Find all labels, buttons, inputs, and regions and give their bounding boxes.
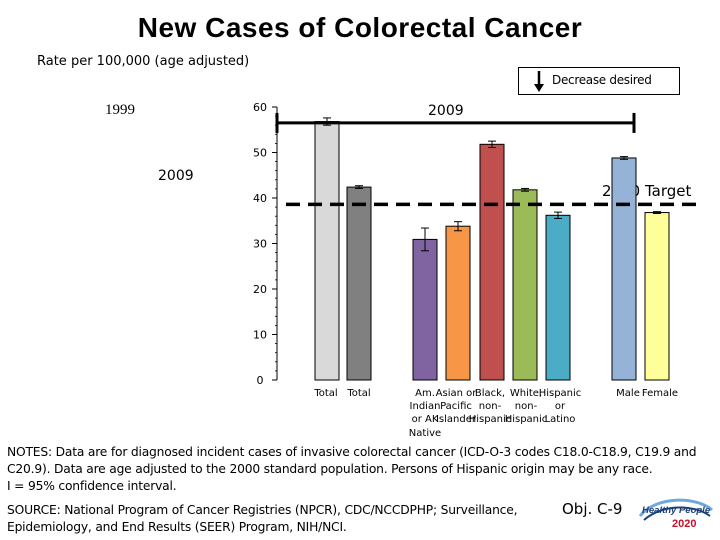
legend-text: Decrease desired: [552, 73, 652, 87]
chart-title: New Cases of Colorectal Cancer: [137, 12, 583, 43]
x-label-race: Black,: [475, 388, 505, 399]
x-label-race: Hispanic: [505, 414, 548, 425]
x-label-total-2009: Total: [346, 388, 370, 399]
label-1999: 1999: [105, 102, 135, 118]
legend-decrease-desired: Decrease desired: [518, 67, 680, 95]
healthy-people-logo: [638, 498, 713, 521]
y-tick-label: 20: [253, 283, 267, 296]
y-tick-label: 10: [253, 329, 267, 342]
x-label-race: Native: [409, 428, 441, 439]
y-tick-label: 0: [257, 374, 264, 387]
objective-label: Obj. C-9: [562, 500, 623, 518]
logo-year: 2020: [672, 518, 697, 530]
bar: [412, 238, 438, 381]
x-label-female: Female: [642, 388, 678, 399]
bar: [445, 225, 471, 381]
label-2009-side: 2009: [158, 168, 194, 184]
x-label-race: Hispanic: [469, 414, 512, 425]
bar-chart: 0 10 20 30 40 50 60 Total Total Am. Asian orBlack,…: [253, 101, 700, 439]
x-label-race: Am.: [415, 388, 435, 399]
y-tick-label: 50: [253, 147, 267, 160]
bar: [545, 214, 571, 381]
y-tick-label: 60: [253, 101, 267, 114]
bar: [314, 121, 340, 381]
notes: NOTES: Data are for diagnosed incident c…: [7, 444, 713, 495]
notes-text: NOTES: Data are for diagnosed incident c…: [7, 445, 697, 476]
x-label-race: White,: [510, 388, 542, 399]
x-label-race: Hispanic: [539, 388, 582, 399]
y-tick-label: 30: [253, 238, 267, 251]
bar: [479, 143, 505, 381]
y-tick-label: 40: [253, 192, 267, 205]
logo-text: Healthy People: [642, 505, 711, 516]
x-label-race: Asian or: [436, 388, 478, 399]
x-label-race: Latino: [545, 414, 576, 425]
x-label-race: or: [555, 401, 566, 412]
bar: [611, 157, 637, 381]
bar: [512, 189, 538, 381]
ci-note: I = 95% confidence interval.: [7, 479, 177, 493]
bar: [644, 212, 670, 381]
x-label-race: Pacific: [440, 401, 472, 412]
x-label-race: non-: [515, 401, 538, 412]
x-label-total-1999: Total: [313, 388, 337, 399]
chart-subtitle: Rate per 100,000 (age adjusted): [37, 54, 250, 69]
bar: [346, 186, 372, 381]
x-label-race: Islander: [436, 414, 477, 425]
x-label-race: or AK: [412, 414, 439, 425]
x-label-male: Male: [616, 388, 640, 399]
down-arrow-icon: [534, 71, 544, 92]
x-label-race: non-: [479, 401, 502, 412]
label-2009-top: 2009: [428, 103, 464, 119]
source-text: SOURCE: National Program of Cancer Regis…: [7, 503, 518, 534]
x-label-race: Indian: [410, 401, 441, 412]
